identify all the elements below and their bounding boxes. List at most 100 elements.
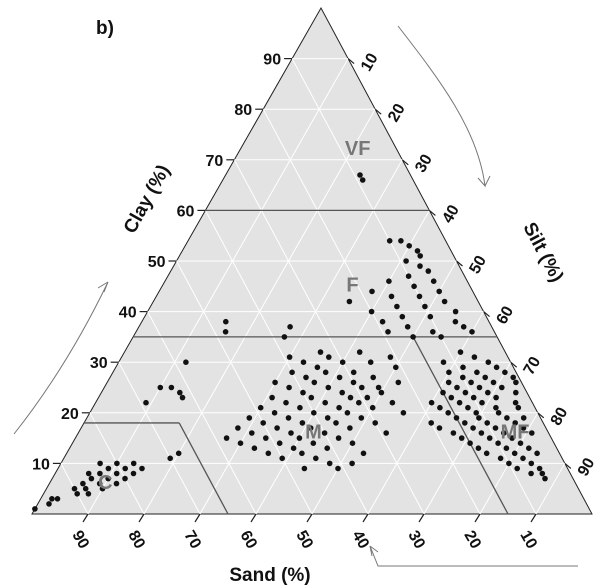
sample-point-48 [326, 354, 332, 360]
sample-point-97 [274, 425, 280, 431]
sample-point-117 [360, 450, 367, 457]
sample-point-143 [476, 384, 483, 391]
sample-point-33 [410, 334, 416, 340]
sample-point-82 [336, 404, 342, 411]
class-label-mf: MF [501, 421, 530, 443]
sample-point-181 [509, 435, 515, 441]
sample-point-177 [501, 430, 507, 436]
sample-point-135 [460, 374, 466, 381]
sample-point-199 [542, 475, 548, 482]
sample-point-154 [479, 399, 485, 406]
sample-point-101 [288, 430, 294, 436]
sample-point-51 [339, 359, 346, 366]
sample-point-86 [344, 410, 351, 416]
silt-tick-mark-80 [537, 412, 545, 419]
sample-point-3 [398, 238, 404, 244]
grid-line-silt-10 [87, 58, 349, 515]
sample-point-91 [358, 415, 365, 421]
sample-point-72 [269, 394, 275, 401]
class-label-vf: VF [345, 138, 371, 160]
sample-point-158 [493, 404, 499, 411]
sand-tick-mark-80 [138, 513, 145, 523]
sample-point-156 [437, 404, 443, 411]
sample-point-112 [251, 445, 258, 452]
sample-point-80 [257, 404, 264, 411]
sample-point-0 [359, 177, 366, 183]
sample-point-128 [440, 359, 447, 366]
class-boundary-4 [178, 422, 229, 515]
sample-point-220 [85, 491, 92, 497]
sample-point-200 [97, 460, 103, 467]
sample-point-38 [281, 334, 288, 340]
sample-point-90 [324, 415, 331, 421]
sample-point-4 [406, 243, 413, 249]
sample-point-202 [130, 460, 137, 467]
sample-point-213 [80, 480, 86, 487]
sand-tick-label-70: 70 [180, 528, 204, 552]
sample-point-60 [370, 374, 377, 381]
sample-point-198 [539, 470, 546, 477]
sample-point-17 [416, 293, 423, 300]
sample-point-22 [368, 308, 375, 315]
sample-point-40 [157, 384, 164, 391]
sample-point-66 [325, 384, 332, 391]
sample-point-204 [122, 465, 128, 472]
sample-point-168 [462, 420, 468, 426]
sample-point-130 [460, 364, 466, 371]
sand-tick-mark-90 [82, 513, 89, 523]
sample-point-178 [529, 430, 535, 436]
sample-point-182 [467, 440, 473, 447]
sample-point-175 [450, 430, 457, 436]
sample-point-137 [510, 374, 516, 381]
sample-point-10 [405, 273, 412, 280]
sample-point-122 [301, 465, 308, 472]
sample-point-123 [335, 465, 341, 472]
sample-point-149 [448, 394, 455, 401]
sample-point-99 [347, 425, 353, 431]
sample-point-69 [300, 389, 306, 396]
sample-point-85 [311, 410, 317, 416]
sand-tick-label-80: 80 [124, 528, 148, 552]
sample-point-78 [356, 399, 362, 406]
silt-tick-label-10: 10 [358, 50, 382, 74]
silt-tick-mark-20 [374, 108, 382, 115]
sample-points [32, 172, 548, 512]
silt-tick-mark-50 [456, 260, 463, 267]
sand-tick-mark-50 [306, 513, 313, 523]
sample-point-189 [511, 450, 518, 457]
grid-line-silt-60 [367, 311, 485, 515]
sample-point-176 [478, 430, 485, 436]
sample-point-105 [263, 435, 269, 441]
sample-point-161 [473, 410, 480, 416]
sample-point-114 [324, 445, 331, 452]
sample-point-108 [237, 440, 244, 447]
sand-tick-mark-40 [362, 513, 369, 523]
sample-point-150 [470, 394, 477, 401]
sample-point-96 [235, 425, 241, 431]
sample-point-145 [440, 389, 446, 396]
silt-tick-label-90: 90 [575, 455, 599, 479]
sample-point-104 [223, 435, 230, 441]
sample-point-67 [359, 384, 365, 391]
sample-point-95 [372, 420, 379, 426]
sand-axis-title: Sand (%) [229, 565, 310, 586]
sample-point-147 [485, 389, 491, 396]
sample-point-73 [308, 394, 315, 401]
sample-point-162 [495, 410, 502, 416]
sample-point-24 [399, 313, 406, 320]
sample-point-111 [349, 440, 356, 447]
sample-point-195 [514, 465, 520, 472]
sample-point-116 [299, 450, 305, 457]
sample-point-71 [378, 389, 385, 396]
sample-point-138 [445, 379, 452, 386]
sample-point-110 [310, 440, 317, 447]
silt-tick-mark-90 [564, 462, 572, 469]
sample-point-170 [512, 420, 518, 426]
sample-point-58 [303, 374, 309, 381]
direction-arrows [13, 25, 578, 567]
sample-point-205 [139, 465, 145, 472]
sample-point-25 [427, 313, 434, 320]
sample-point-87 [400, 410, 407, 416]
sample-point-88 [246, 415, 253, 421]
sample-point-173 [492, 425, 499, 431]
